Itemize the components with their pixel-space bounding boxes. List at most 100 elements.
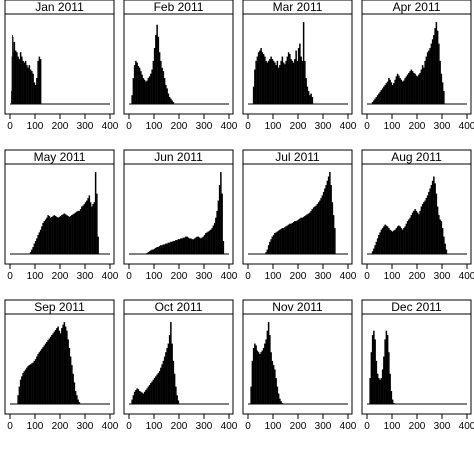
histogram-bar	[63, 322, 66, 405]
x-tick-label: 100	[146, 421, 163, 432]
histogram-bar	[162, 71, 165, 105]
histogram-bar	[405, 76, 408, 105]
panel-title: Sep 2011	[34, 300, 85, 314]
x-tick-label: 200	[52, 271, 69, 282]
histogram-bar	[385, 83, 388, 105]
histogram-bar	[54, 329, 57, 405]
histogram-bar	[403, 80, 405, 105]
histogram-bar	[270, 352, 272, 405]
histogram-bar	[275, 378, 277, 405]
histogram-bar	[195, 237, 197, 255]
histogram-bar	[140, 391, 142, 405]
histogram-bar	[146, 80, 148, 105]
histogram-bar	[177, 239, 180, 255]
histogram-bar	[175, 240, 177, 255]
histogram-panel: Jan 2011 0 100 200 300 400	[4, 0, 119, 132]
histogram-bar	[439, 219, 441, 255]
x-tick-label: 0	[7, 121, 13, 132]
histogram-bar	[162, 244, 165, 255]
histogram-bar	[29, 364, 32, 405]
histogram-bar	[409, 71, 411, 105]
histogram-bar	[63, 213, 66, 255]
histogram-bar	[163, 78, 166, 105]
histogram-bar	[160, 245, 162, 255]
histogram-bar	[371, 335, 374, 405]
histogram-bar	[381, 369, 384, 405]
histogram-bar	[331, 202, 334, 255]
histogram-bar	[433, 176, 435, 255]
histogram-bar	[424, 200, 426, 255]
histogram-bar	[31, 71, 33, 105]
histogram-bar	[61, 215, 63, 255]
histogram-bar	[66, 215, 68, 255]
histogram-bar	[52, 333, 54, 405]
histogram-bar	[148, 76, 151, 105]
histogram-bar	[161, 364, 163, 405]
histogram-bar	[374, 98, 376, 105]
histogram-bar	[197, 236, 200, 255]
histogram-bar	[171, 241, 173, 255]
histogram-bar	[33, 360, 36, 405]
x-tick-label: 0	[245, 271, 251, 282]
histogram-bar	[285, 60, 287, 105]
x-tick-label: 0	[126, 271, 132, 282]
histogram-bar	[24, 369, 27, 405]
histogram-bar	[151, 69, 153, 105]
histogram-bar	[138, 67, 141, 105]
histogram-bar	[193, 238, 196, 255]
histogram-bar	[425, 56, 428, 105]
histogram-bar	[156, 374, 158, 405]
histogram-bar	[168, 335, 171, 405]
histogram-bar	[251, 360, 254, 405]
histogram-bar	[431, 180, 434, 255]
x-tick-label: 400	[340, 121, 357, 132]
histogram-bar	[287, 52, 290, 105]
x-tick-label: 100	[384, 121, 401, 132]
histogram-bar	[306, 214, 309, 255]
histogram-bar	[156, 24, 158, 105]
histogram-bar	[155, 376, 157, 405]
histogram-bar	[47, 215, 49, 255]
histogram-panel: Mar 2011 0 100 200 300 400	[242, 0, 357, 132]
histogram-bar	[322, 191, 325, 255]
histogram-panel: Oct 2011 0 100 200 300 400	[123, 299, 238, 432]
histogram-bar	[18, 59, 21, 105]
histogram-bar	[64, 214, 67, 255]
histogram-bar	[21, 376, 23, 405]
histogram-bar	[28, 365, 31, 405]
histogram-bar	[170, 241, 172, 255]
histogram-bar	[389, 229, 391, 255]
histogram-bar	[435, 193, 438, 255]
histogram-bar	[157, 246, 160, 255]
panel-title: May 2011	[34, 150, 86, 164]
histogram-bar	[67, 339, 69, 405]
histogram-bar	[220, 172, 222, 255]
histogram-bar	[217, 200, 220, 255]
histogram-bar	[152, 379, 155, 405]
histogram-bar	[295, 221, 297, 255]
histogram-bar	[72, 373, 74, 405]
histogram-bar	[418, 214, 420, 255]
histogram-bar	[150, 383, 152, 405]
histogram-bar	[281, 403, 284, 405]
x-tick-label: 0	[364, 421, 370, 432]
histogram-bar	[38, 352, 41, 405]
histogram-bar	[34, 84, 37, 105]
histogram-bar	[43, 345, 46, 405]
histogram-bar	[83, 203, 86, 255]
histogram-bar	[302, 216, 305, 255]
histogram-bar	[36, 356, 38, 405]
histogram-bar	[88, 195, 91, 255]
histogram-bar	[436, 206, 439, 255]
histogram-bar	[167, 93, 170, 105]
histogram-bar	[185, 236, 187, 255]
histogram-bar	[170, 98, 172, 105]
histogram-bar	[309, 212, 311, 255]
histogram-bar	[274, 62, 276, 105]
histogram-bar	[383, 356, 385, 405]
x-tick-label: 200	[409, 271, 426, 282]
histogram-bar	[142, 393, 145, 405]
histogram-bar	[311, 96, 314, 105]
histogram-bar	[96, 193, 98, 255]
histogram-bar	[312, 207, 315, 255]
